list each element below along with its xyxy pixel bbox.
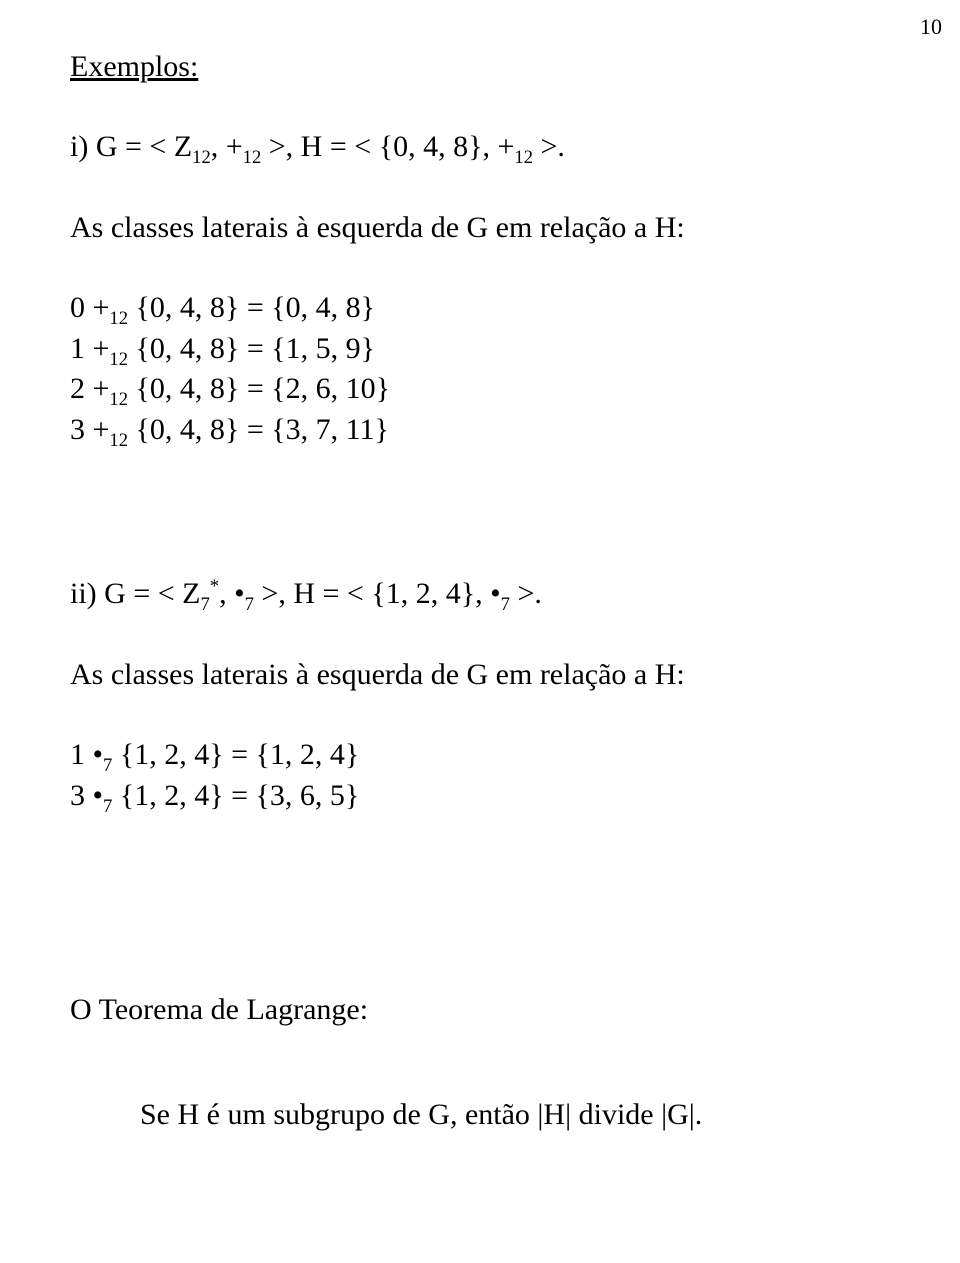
ex2-definition: ii) G = < Z7*, •7 >, H = < {1, 2, 4}, •7…: [70, 577, 890, 612]
page-number: 10: [920, 14, 942, 40]
subscript: 7: [103, 755, 112, 776]
subscript: 12: [109, 308, 128, 329]
text-fragment: , •: [219, 577, 245, 610]
subscript: 7: [501, 594, 510, 615]
text-fragment: >, H = < {0, 4, 8}, +: [261, 130, 514, 163]
examples-heading: Exemplos:: [70, 50, 890, 84]
text-fragment: {0, 4, 8} = {3, 7, 11}: [128, 413, 389, 446]
text-fragment: {0, 4, 8} = {1, 5, 9}: [128, 332, 375, 365]
text-fragment: >, H = < {1, 2, 4}, •: [254, 577, 501, 610]
text-fragment: i) G = < Z: [70, 130, 192, 163]
coset-row: 3 +12 {0, 4, 8} = {3, 7, 11}: [70, 413, 890, 448]
coset-row: 2 +12 {0, 4, 8} = {2, 6, 10}: [70, 372, 890, 407]
text-fragment: , +: [211, 130, 243, 163]
text-fragment: 3 •: [70, 779, 103, 812]
ex2-intro: As classes laterais à esquerda de G em r…: [70, 658, 890, 693]
theorem-body: Se H é um subgrupo de G, então |H| divid…: [70, 1098, 890, 1133]
text-fragment: {1, 2, 4} = {1, 2, 4}: [112, 738, 359, 771]
subscript: 12: [109, 389, 128, 410]
text-fragment: >.: [510, 577, 542, 610]
theorem-title: O Teorema de Lagrange:: [70, 993, 890, 1028]
coset-row: 1 +12 {0, 4, 8} = {1, 5, 9}: [70, 332, 890, 367]
subscript: 12: [514, 147, 533, 168]
ex1-intro: As classes laterais à esquerda de G em r…: [70, 211, 890, 246]
page: 10 Exemplos: i) G = < Z12, +12 >, H = < …: [0, 0, 960, 1263]
text-fragment: 2 +: [70, 372, 109, 405]
text-fragment: {1, 2, 4} = {3, 6, 5}: [112, 779, 359, 812]
text-fragment: {0, 4, 8} = {2, 6, 10}: [128, 372, 390, 405]
subscript: 7: [103, 796, 112, 817]
coset-row: 0 +12 {0, 4, 8} = {0, 4, 8}: [70, 291, 890, 326]
text-fragment: ii) G = < Z: [70, 577, 201, 610]
coset-row: 3 •7 {1, 2, 4} = {3, 6, 5}: [70, 779, 890, 814]
text-fragment: 0 +: [70, 291, 109, 324]
subscript: 7: [201, 594, 210, 615]
subscript: 12: [192, 147, 211, 168]
subscript: 12: [109, 349, 128, 370]
superscript: *: [210, 576, 219, 597]
text-fragment: 1 •: [70, 738, 103, 771]
text-fragment: 1 +: [70, 332, 109, 365]
subscript: 12: [109, 430, 128, 451]
subscript: 12: [243, 147, 262, 168]
ex1-definition: i) G = < Z12, +12 >, H = < {0, 4, 8}, +1…: [70, 130, 890, 165]
text-fragment: {0, 4, 8} = {0, 4, 8}: [128, 291, 375, 324]
coset-row: 1 •7 {1, 2, 4} = {1, 2, 4}: [70, 738, 890, 773]
subscript: 7: [245, 594, 254, 615]
text-fragment: 3 +: [70, 413, 109, 446]
text-fragment: >.: [533, 130, 565, 163]
